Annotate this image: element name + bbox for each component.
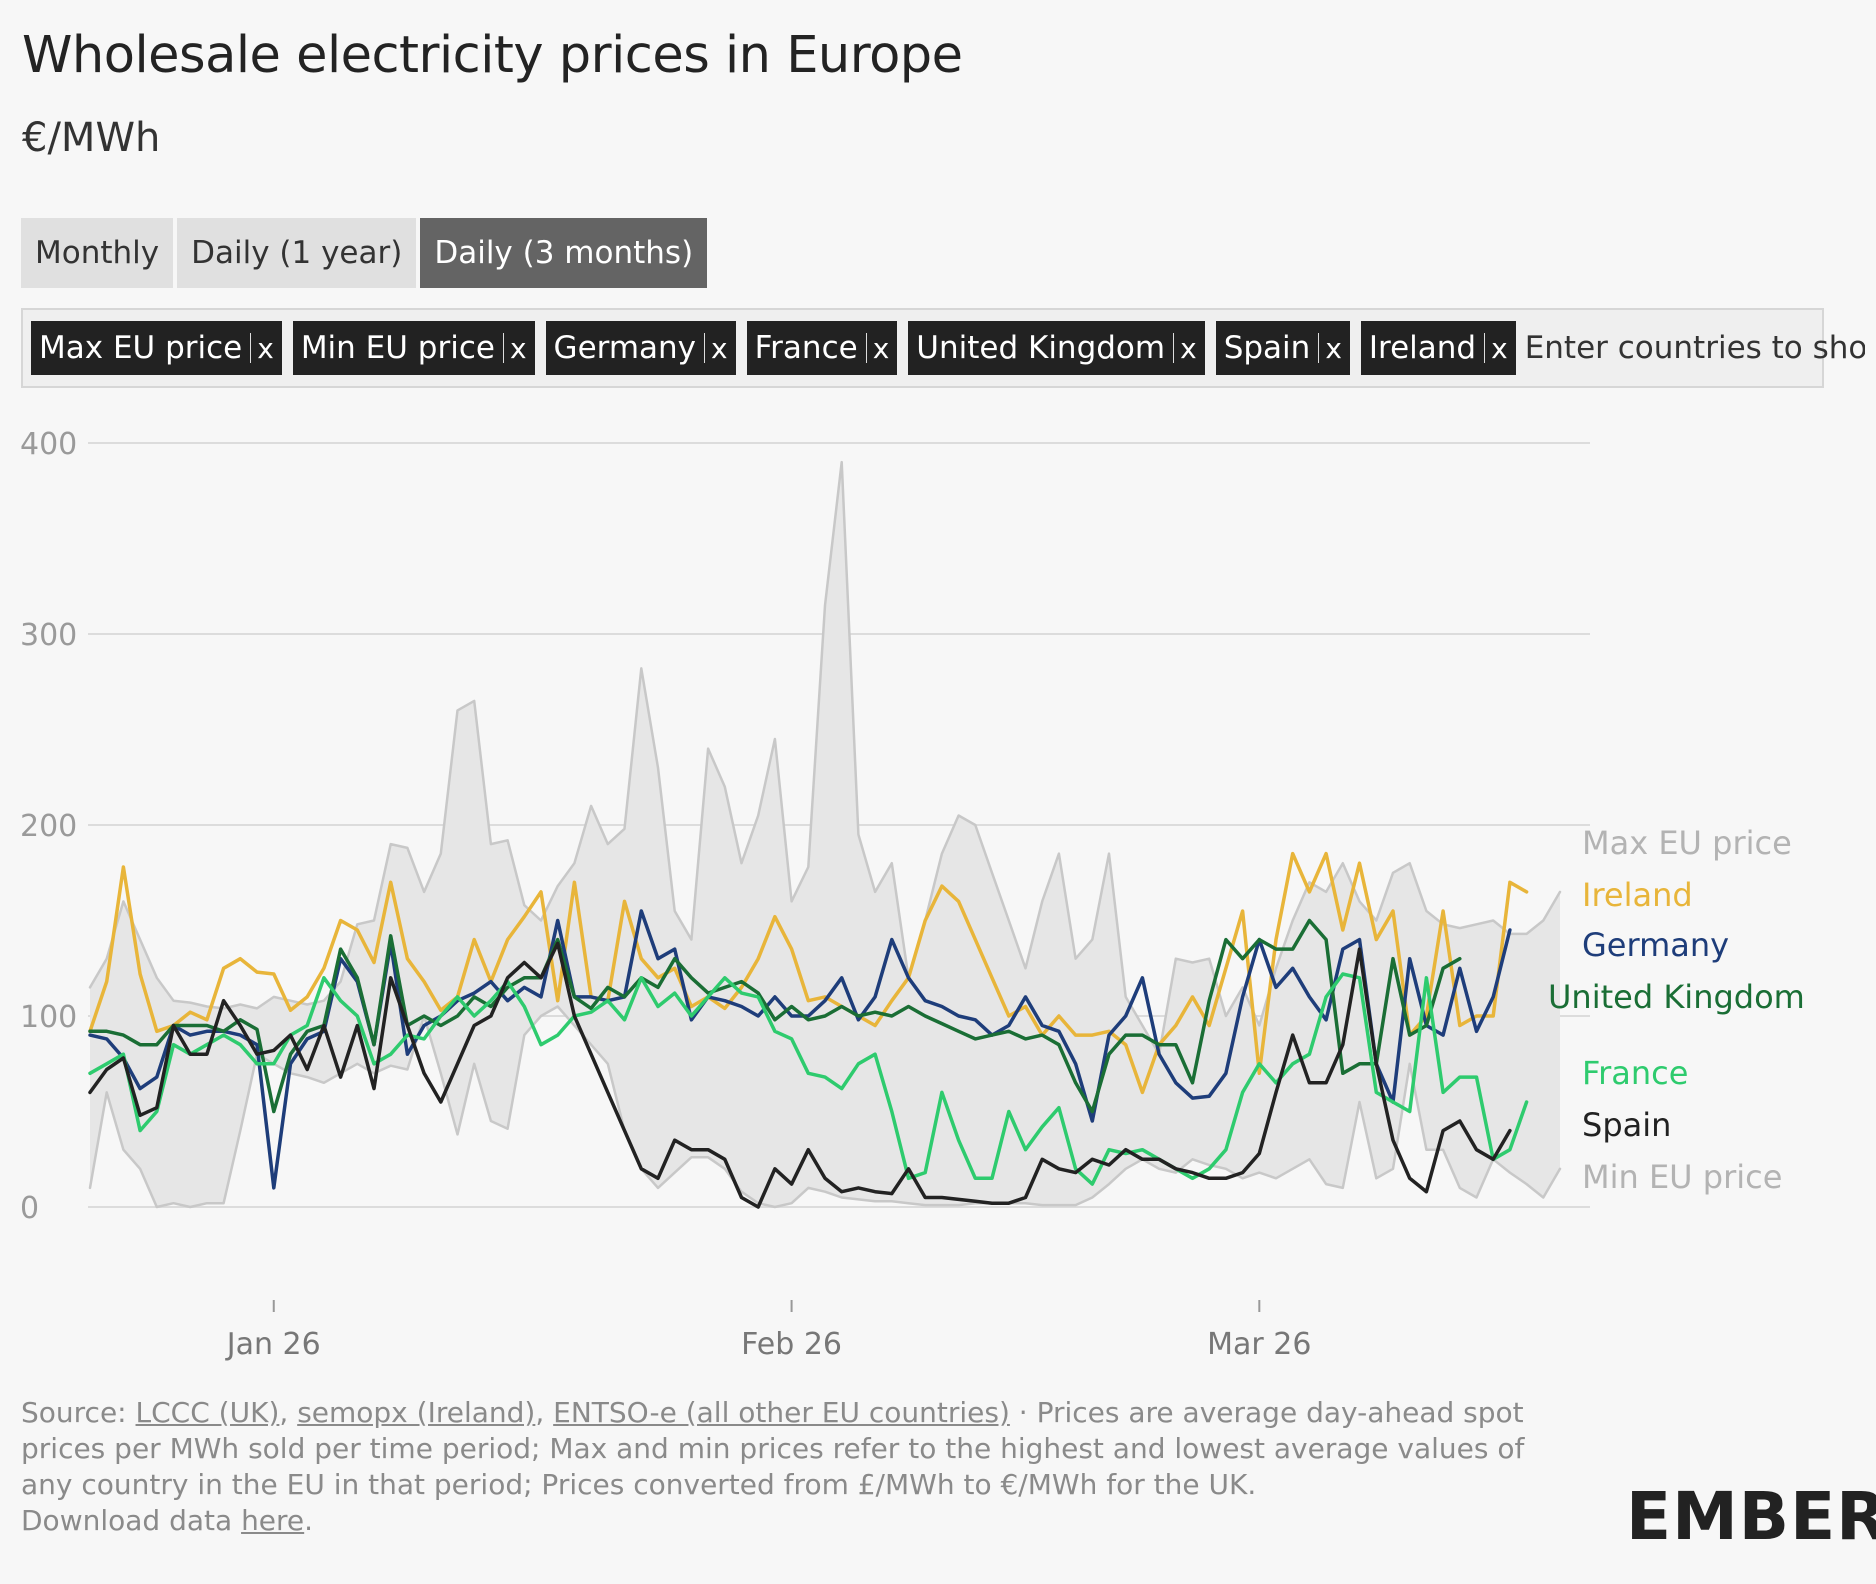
series-line-france (88, 972, 1529, 1186)
remove-chip-icon[interactable]: x (502, 332, 527, 365)
min-max-band (90, 462, 1560, 1208)
remove-chip-icon[interactable]: x (1173, 332, 1197, 365)
source-label: Source: (21, 1396, 127, 1429)
y-tick-label: 200 (20, 809, 77, 844)
chip-united-kingdom: United Kingdom x (908, 321, 1205, 375)
chip-label: Spain (1223, 330, 1311, 366)
source-link-entsoe[interactable]: ENTSO-e (all other EU countries) (553, 1396, 1010, 1429)
x-axis: Jan 26 Feb 26 Mar 26 (225, 1300, 1311, 1362)
chip-germany: Germany x (545, 321, 736, 375)
chip-max-eu-price: Max EU price x (31, 321, 282, 375)
y-tick-label: 400 (20, 427, 77, 462)
legend-label-spain: Spain (1582, 1106, 1671, 1144)
country-search-input[interactable] (1524, 330, 1865, 366)
download-suffix: . (304, 1504, 314, 1537)
source-link-lccc[interactable]: LCCC (UK) (135, 1396, 280, 1429)
remove-chip-icon[interactable]: x (865, 332, 889, 365)
tab-monthly[interactable]: Monthly (21, 218, 174, 288)
chip-label: Ireland (1368, 330, 1477, 366)
y-tick-label: 0 (20, 1191, 39, 1226)
footer-note: Source: LCCC (UK), semopx (Ireland), ENT… (21, 1395, 1541, 1539)
remove-chip-icon[interactable]: x (250, 332, 274, 365)
remove-chip-icon[interactable]: x (1484, 332, 1508, 365)
methodology-note: · Prices are average day-ahead spot pric… (21, 1396, 1525, 1501)
chip-spain: Spain x (1215, 321, 1350, 375)
view-tabs: Monthly Daily (1 year) Daily (3 months) (21, 218, 708, 288)
download-prefix: Download data (21, 1504, 233, 1537)
remove-chip-icon[interactable]: x (704, 332, 728, 365)
y-axis: 0 100 200 300 400 (20, 427, 77, 1226)
chart-unit: €/MWh (22, 115, 161, 161)
series-line-min-eu-price (88, 1005, 1562, 1209)
series-line-united-kingdom (88, 918, 1462, 1114)
legend: Max EU price Min EU price Ireland Germany Un… (1548, 824, 1805, 1196)
download-data-link[interactable]: here (241, 1504, 305, 1537)
chip-label: United Kingdom (916, 330, 1166, 366)
price-chart: 0 100 200 300 400 Jan 26 Feb 26 Mar 26 Max EU … (20, 427, 1805, 1362)
chip-label: Germany (553, 330, 697, 366)
ember-logo: EMBER (1626, 1478, 1876, 1555)
remove-chip-icon[interactable]: x (1318, 332, 1342, 365)
legend-label-united-kingdom: United Kingdom (1548, 978, 1805, 1016)
tab-daily-1-year[interactable]: Daily (1 year) (177, 218, 417, 288)
y-tick-label: 100 (20, 1000, 77, 1035)
legend-label-germany: Germany (1582, 926, 1729, 964)
chart-title: Wholesale electricity prices in Europe (22, 26, 963, 85)
chip-label: France (754, 330, 858, 366)
series-lines (88, 460, 1562, 1209)
separator: , (279, 1396, 289, 1429)
chip-france: France x (746, 321, 898, 375)
country-filter: Max EU price x Min EU price x Germany x Fra… (21, 308, 1865, 388)
chip-ireland: Ireland x (1360, 321, 1516, 375)
tab-daily-3-months[interactable]: Daily (3 months) (420, 218, 708, 288)
y-tick-label: 300 (20, 618, 77, 653)
legend-label-min-eu-price: Min EU price (1582, 1158, 1782, 1196)
separator: , (535, 1396, 545, 1429)
legend-label-ireland: Ireland (1582, 876, 1693, 914)
chip-min-eu-price: Min EU price x (292, 321, 535, 375)
chip-label: Min EU price (300, 330, 495, 366)
source-link-semopx[interactable]: semopx (Ireland) (297, 1396, 536, 1429)
series-line-spain (88, 941, 1512, 1209)
legend-label-max-eu-price: Max EU price (1582, 824, 1792, 862)
series-line-ireland (88, 851, 1529, 1095)
band-area (90, 462, 1560, 1208)
x-tick-label: Mar 26 (1207, 1327, 1311, 1362)
legend-label-france: France (1582, 1054, 1688, 1092)
x-tick-label: Feb 26 (741, 1327, 842, 1362)
chip-label: Max EU price (39, 330, 243, 366)
x-tick-label: Jan 26 (225, 1327, 321, 1362)
